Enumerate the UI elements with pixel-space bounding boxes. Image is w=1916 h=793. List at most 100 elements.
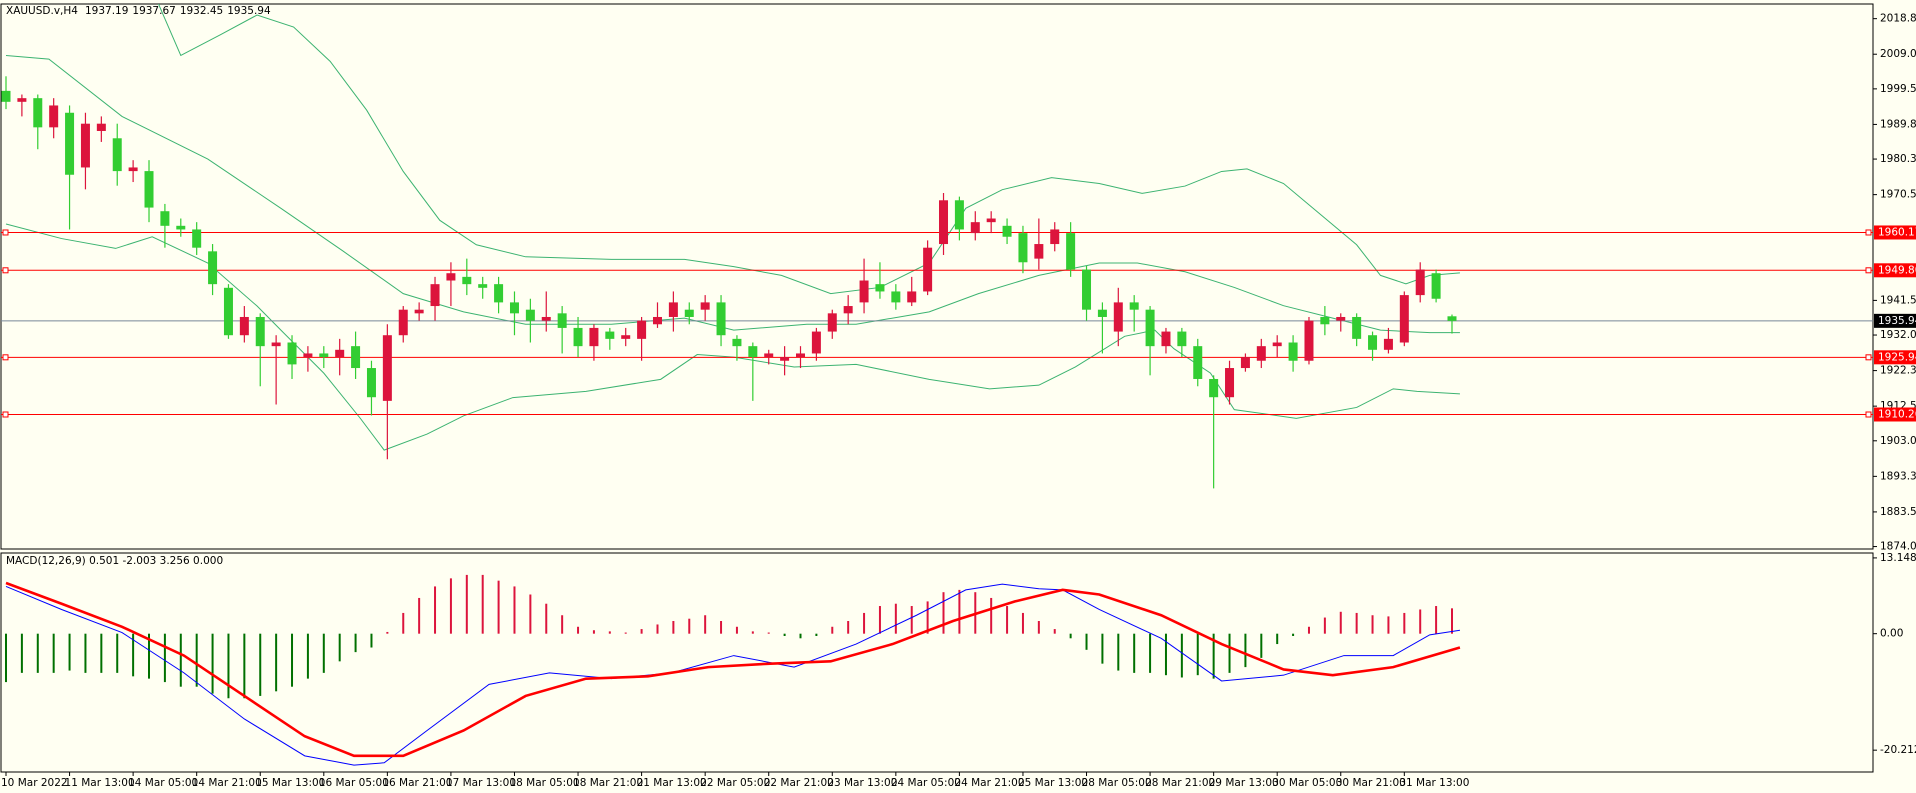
candle-body: [700, 302, 710, 310]
x-tick-label: 30 Mar 21:00: [1336, 777, 1406, 789]
y-tick-label: -20.212: [1880, 744, 1916, 756]
x-tick-label: 24 Mar 05:00: [891, 777, 961, 789]
y-tick-label: 1932.05: [1880, 329, 1916, 341]
candle-body: [1368, 335, 1378, 350]
macd-header: MACD(12,26,9) 0.501 -2.003 3.256 0.000: [6, 555, 223, 567]
candle-body: [986, 218, 996, 223]
candle-body: [589, 327, 599, 347]
y-tick-label: 2018.80: [1880, 13, 1916, 25]
candle-body: [1383, 338, 1393, 350]
candle-body: [112, 138, 122, 172]
candle-body: [208, 251, 218, 285]
candle-body: [271, 342, 281, 347]
candle-body: [1304, 320, 1314, 361]
price-panel: [0, 3, 1874, 550]
candle-body: [732, 338, 742, 347]
x-tick-label: 14 Mar 21:00: [192, 777, 262, 789]
macd-panel: [0, 552, 1874, 773]
candle-body: [875, 284, 885, 292]
axes: 2018.80 2009.05 1999.55 1989.80 1980.30 1970.…: [1, 13, 1916, 789]
candle-body: [605, 331, 615, 339]
x-tick-label: 28 Mar 21:00: [1145, 777, 1215, 789]
candle-body: [907, 291, 917, 303]
candle-body: [398, 309, 408, 336]
level-handle: [2, 354, 9, 361]
candle-body: [1256, 346, 1266, 361]
x-tick-label: 17 Mar 13:00: [446, 777, 516, 789]
candle-body: [684, 309, 694, 317]
candle-body: [1209, 378, 1219, 398]
level-label: 1925.94: [1878, 351, 1916, 363]
candle-body: [1034, 244, 1044, 259]
y-tick-label: 1980.30: [1880, 153, 1916, 165]
y-tick-label: 13.148: [1880, 552, 1916, 564]
candle-body: [176, 225, 186, 230]
candle-body: [509, 302, 519, 314]
price-label: 1935.94: [1878, 315, 1916, 327]
candle-body: [970, 222, 980, 234]
candle-body: [287, 342, 297, 365]
x-tick-label: 29 Mar 13:00: [1209, 777, 1279, 789]
y-tick-label: 1874.05: [1880, 541, 1916, 553]
y-tick-label: 0.00: [1880, 628, 1903, 640]
candle-body: [621, 335, 631, 339]
candle-body: [764, 353, 774, 358]
candle-body: [1177, 331, 1187, 347]
candle-body: [891, 291, 901, 303]
y-tick-label: 1941.55: [1880, 294, 1916, 306]
candle-body: [128, 167, 138, 172]
candle-body: [430, 284, 440, 307]
candle-body: [923, 247, 933, 292]
candle-body: [49, 105, 59, 128]
candle-body: [239, 316, 249, 336]
y-tick-label: 1989.80: [1880, 118, 1916, 130]
x-tick-label: 24 Mar 21:00: [954, 777, 1024, 789]
x-tick-label: 16 Mar 21:00: [382, 777, 452, 789]
candle-body: [573, 327, 583, 347]
y-tick-label: 1893.30: [1880, 470, 1916, 482]
price-header: XAUUSD.v,H4 1937.19 1937.67 1932.45 1935.94: [6, 5, 271, 17]
level-handle: [2, 229, 9, 236]
level-label-box: [1874, 263, 1916, 278]
candle-body: [65, 112, 75, 175]
candle-body: [17, 98, 27, 102]
candle-body: [1129, 302, 1139, 310]
candle-body: [1352, 316, 1362, 339]
line: [5, 583, 1461, 766]
level-handle: [2, 411, 9, 418]
candle-body: [144, 171, 154, 208]
candle-body: [223, 287, 233, 336]
level-handle: [1865, 267, 1872, 274]
candle-body: [1082, 269, 1092, 310]
candle-body: [80, 123, 90, 168]
x-tick-label: 16 Mar 05:00: [319, 777, 389, 789]
candle-body: [192, 229, 202, 248]
level-label-box: [1874, 225, 1916, 240]
candle-body: [668, 302, 678, 317]
line: [5, 581, 1461, 758]
x-tick-label: 25 Mar 13:00: [1018, 777, 1088, 789]
candle-body: [1336, 316, 1346, 321]
candle-body: [541, 316, 551, 321]
candle-body: [1225, 368, 1235, 398]
x-tick-label: 15 Mar 13:00: [255, 777, 325, 789]
candle-body: [557, 313, 567, 328]
candle-body: [939, 200, 949, 245]
x-tick-label: 11 Mar 13:00: [65, 777, 135, 789]
candle-body: [1431, 273, 1441, 299]
candle-body: [1113, 302, 1123, 332]
x-tick-label: 10 Mar 2022: [1, 777, 68, 789]
price-label-box: [1874, 313, 1916, 328]
level-label: 1949.80: [1878, 264, 1916, 276]
candle-body: [748, 346, 758, 358]
candle-body: [1050, 229, 1060, 245]
candle-body: [954, 200, 964, 230]
y-tick-label: 1970.55: [1880, 189, 1916, 201]
header-low: 1932.45: [180, 5, 223, 17]
candle-body: [255, 316, 265, 347]
candle-body: [33, 98, 43, 128]
candle-body: [303, 353, 313, 358]
candle-body: [637, 320, 647, 339]
